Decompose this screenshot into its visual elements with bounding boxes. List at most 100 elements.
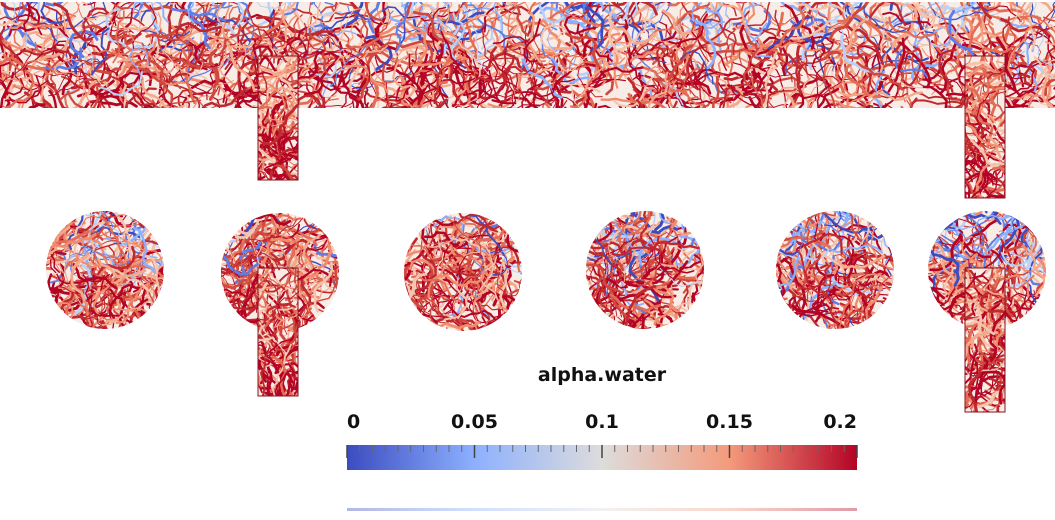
flow-streak <box>493 108 516 150</box>
flow-streak <box>140 212 186 229</box>
flow-streak <box>787 327 828 343</box>
flow-streak <box>866 104 888 143</box>
flow-streak <box>554 278 592 303</box>
flow-streak <box>1044 224 1055 258</box>
flow-region <box>728 172 941 377</box>
flow-streak <box>891 280 927 314</box>
flow-streak <box>192 286 227 320</box>
flow-streak <box>886 104 910 139</box>
flow-streak <box>525 104 552 132</box>
flow-streak <box>577 317 617 338</box>
flow-streak <box>140 174 155 225</box>
flow-streak <box>236 325 249 376</box>
flow-streak <box>1012 175 1030 222</box>
flow-streak <box>220 138 265 157</box>
flow-streak <box>269 391 295 438</box>
flow-streak <box>376 219 419 233</box>
flow-streak <box>911 193 941 234</box>
flow-streak <box>599 106 644 132</box>
flow-streak <box>553 246 590 271</box>
flow-streak <box>333 314 379 331</box>
flow-streak <box>145 108 192 121</box>
flow-streak <box>1043 291 1055 317</box>
flow-streak <box>890 271 932 298</box>
flow-streak <box>517 289 553 310</box>
flow-streak <box>297 118 335 135</box>
flow-streak <box>202 317 243 349</box>
flow-streak <box>579 311 613 351</box>
flow-streak <box>194 318 232 353</box>
flow-streak <box>935 143 968 173</box>
flow-streak <box>546 261 589 278</box>
flow-streak <box>351 102 379 147</box>
flow-streak <box>929 153 965 184</box>
flow-streak <box>704 273 741 311</box>
simulation-render: alpha.water 00.050.10.150.2 <box>0 0 1055 516</box>
flow-streak <box>885 308 925 342</box>
flow-streak <box>153 328 191 357</box>
flow-streak <box>982 407 1020 443</box>
flow-streak <box>1004 188 1048 211</box>
flow-streak <box>292 131 338 145</box>
flow-streak <box>450 177 489 213</box>
flow-streak <box>519 323 532 375</box>
flow-streak <box>370 305 422 316</box>
flow-streak <box>761 288 783 327</box>
flow-streak <box>887 236 931 260</box>
flow-streak <box>466 326 483 366</box>
flow-streak <box>590 173 621 216</box>
flow-streak <box>877 211 927 227</box>
flow-streak <box>33 293 55 335</box>
flow-streak <box>1004 149 1032 187</box>
flow-streak <box>827 192 862 213</box>
colorbar-tick-label: 0.2 <box>823 411 857 433</box>
flow-streak <box>319 107 351 150</box>
flow-streak <box>701 216 725 251</box>
flow-streak <box>202 205 249 224</box>
flow-streak <box>563 251 587 296</box>
flow-region <box>353 167 567 377</box>
colorbar-tick-label: 0 <box>347 411 360 433</box>
flow-streak <box>321 192 338 231</box>
flow-streak <box>1013 176 1032 227</box>
flow-streak <box>382 326 426 343</box>
flow-streak <box>861 104 871 157</box>
flow-streak <box>330 231 377 247</box>
flow-streak <box>735 210 784 227</box>
flow-streak <box>905 202 950 233</box>
flow-streak <box>759 194 783 236</box>
flow-streak <box>50 322 65 371</box>
flow-streak <box>316 315 366 333</box>
flow-streak <box>155 319 174 353</box>
flow-streak <box>917 216 930 267</box>
flow-streak <box>438 168 454 214</box>
flow-streak <box>941 328 968 358</box>
flow-streak <box>103 166 125 214</box>
flow-streak <box>293 138 338 159</box>
flow-streak <box>603 176 621 221</box>
flow-streak <box>158 194 188 237</box>
flow-streak <box>892 260 932 282</box>
flow-streak <box>699 311 753 320</box>
flow-streak <box>555 309 595 338</box>
flow-streak <box>858 323 892 358</box>
flow-streak <box>160 260 199 289</box>
flow-streak <box>1004 347 1028 373</box>
flow-streak <box>364 329 415 337</box>
flow-streak <box>4 294 49 320</box>
flow-streak <box>27 284 47 335</box>
flow-streak <box>350 104 373 153</box>
flow-streak <box>93 200 140 213</box>
flow-streak <box>160 266 204 277</box>
flow-streak <box>369 231 406 266</box>
flow-streak <box>672 184 703 228</box>
flow-streak <box>895 265 932 305</box>
flow-streak <box>494 215 547 219</box>
flow-streak <box>319 309 350 351</box>
flow-streak <box>921 185 937 229</box>
flow-streak <box>920 387 969 400</box>
flow-streak <box>226 394 273 410</box>
flow-streak <box>898 308 948 317</box>
flow-streak <box>999 341 1050 352</box>
flow-streak <box>702 255 743 285</box>
